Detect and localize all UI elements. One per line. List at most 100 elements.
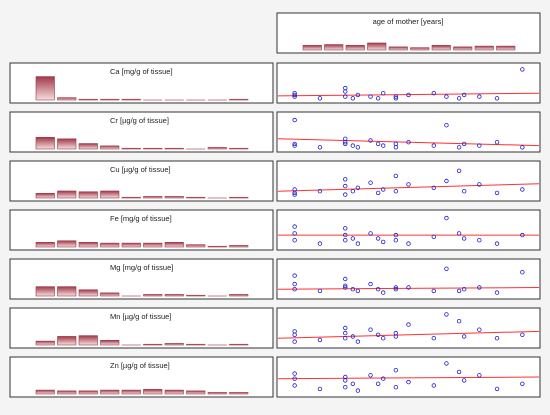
- point: [355, 388, 361, 393]
- trend-line: [277, 330, 540, 339]
- point: [461, 236, 467, 241]
- bar: [164, 294, 184, 297]
- bar: [78, 390, 98, 395]
- point: [381, 143, 386, 148]
- point: [381, 187, 386, 192]
- point: [343, 385, 348, 390]
- point: [520, 381, 525, 386]
- bar: [229, 294, 249, 297]
- point: [431, 383, 436, 388]
- point: [393, 334, 399, 339]
- point: [343, 325, 348, 331]
- point: [444, 215, 449, 221]
- bar: [143, 389, 163, 395]
- point: [292, 190, 297, 196]
- point: [355, 339, 361, 344]
- point: [477, 94, 482, 99]
- point: [456, 369, 462, 375]
- bar: [186, 244, 206, 248]
- point: [343, 226, 348, 231]
- point: [292, 332, 297, 337]
- point: [381, 376, 386, 381]
- bar: [410, 47, 430, 51]
- bar: [35, 193, 55, 199]
- bar: [229, 98, 249, 101]
- point: [381, 239, 386, 245]
- bar: [143, 343, 163, 346]
- point: [456, 319, 462, 324]
- point: [444, 312, 449, 317]
- point: [477, 182, 482, 187]
- panel-title: Fe [mg/g of tissue]: [110, 214, 172, 223]
- bar: [345, 45, 365, 51]
- point: [461, 287, 467, 292]
- bar: [367, 42, 387, 51]
- point: [393, 285, 399, 290]
- point: [461, 141, 467, 147]
- point: [393, 188, 399, 194]
- bar: [121, 196, 141, 199]
- point: [494, 241, 500, 246]
- point: [350, 381, 356, 386]
- point: [406, 241, 411, 246]
- bar: [35, 136, 55, 150]
- point: [343, 183, 348, 189]
- point: [368, 327, 373, 332]
- point: [317, 386, 323, 392]
- bar: [35, 389, 55, 395]
- point: [456, 168, 462, 173]
- bar: [57, 190, 77, 199]
- point: [368, 94, 373, 99]
- bar: [229, 147, 249, 150]
- bar: [121, 389, 141, 395]
- bar: [100, 292, 120, 297]
- point: [431, 185, 436, 190]
- bar: [324, 44, 344, 51]
- point: [381, 336, 386, 341]
- point: [456, 145, 462, 150]
- point: [350, 96, 356, 101]
- bar: [35, 76, 55, 101]
- bar: [121, 242, 141, 248]
- point: [406, 139, 411, 145]
- point: [477, 327, 482, 332]
- bar: [164, 389, 184, 395]
- point: [477, 285, 482, 290]
- bar: [431, 45, 451, 51]
- point: [393, 145, 399, 150]
- panel-title: Zn [µg/g of tissue]: [110, 361, 170, 370]
- panel: [276, 307, 541, 349]
- point: [477, 237, 482, 243]
- point: [520, 332, 525, 337]
- point: [494, 336, 500, 341]
- point: [375, 236, 381, 241]
- bar: [164, 196, 184, 199]
- point: [375, 141, 381, 147]
- panel-title: Mg [mg/g of tissue]: [110, 263, 173, 272]
- point: [461, 378, 467, 383]
- trend-line: [277, 138, 540, 147]
- bar: [78, 242, 98, 248]
- panel-title: Cr [µg/g of tissue]: [110, 116, 169, 125]
- point: [461, 188, 467, 194]
- point: [456, 96, 462, 101]
- point: [292, 371, 297, 376]
- bar: [57, 240, 77, 248]
- point: [350, 334, 356, 339]
- point: [343, 276, 348, 282]
- bar: [229, 196, 249, 199]
- bar: [207, 245, 227, 248]
- point: [292, 237, 297, 243]
- point: [368, 138, 373, 143]
- bar: [78, 191, 98, 199]
- point: [393, 368, 399, 373]
- bar: [78, 335, 98, 346]
- trend-line: [277, 287, 540, 290]
- point: [368, 373, 373, 378]
- panel-title: Mn [µg/g of tissue]: [110, 312, 171, 321]
- point: [343, 285, 348, 290]
- bar: [164, 343, 184, 346]
- point: [343, 192, 348, 197]
- point: [343, 237, 348, 243]
- point: [292, 231, 297, 236]
